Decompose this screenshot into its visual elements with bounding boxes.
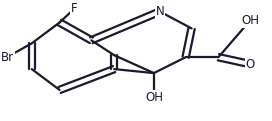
- Text: F: F: [71, 2, 78, 15]
- Text: Br: Br: [1, 51, 14, 64]
- Text: OH: OH: [241, 14, 259, 27]
- Text: O: O: [246, 58, 255, 71]
- Text: OH: OH: [145, 91, 163, 104]
- Text: N: N: [156, 5, 164, 18]
